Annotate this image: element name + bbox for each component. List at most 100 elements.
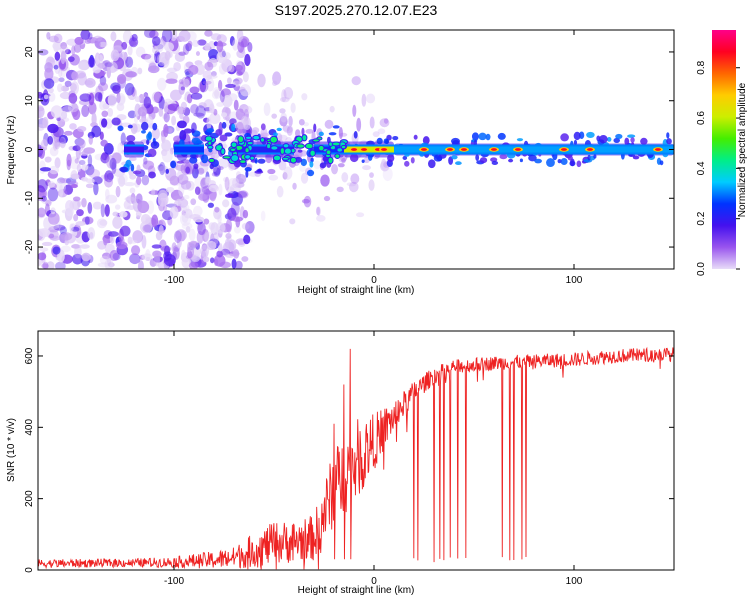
spectrogram-noise-blob	[119, 225, 131, 237]
snr-y-tick-label: 0	[24, 567, 35, 573]
spectrogram-noise-blob	[92, 201, 103, 210]
spectrogram-noise-blob	[295, 129, 301, 138]
spectrogram-noise-blob	[70, 184, 78, 189]
spectrogram-noise-blob	[145, 249, 151, 260]
snr-series-line	[38, 346, 674, 570]
spectrogram-noise-blob	[289, 218, 296, 225]
spectrogram-noise-blob	[85, 178, 95, 184]
spectrogram-noise-blob	[197, 167, 205, 175]
spectrogram-noise-blob	[175, 164, 186, 171]
spectrogram-noise-blob	[44, 156, 52, 163]
spectrogram-band-blob	[383, 138, 389, 144]
spectrogram-noise-blob	[121, 41, 128, 50]
spectrogram-noise-blob	[97, 262, 110, 268]
spectrogram-noise-blob	[38, 259, 43, 266]
spectrogram-noise-blob	[257, 73, 266, 88]
spectrogram-band-blob	[224, 132, 233, 137]
spectrogram-band-blob	[222, 155, 232, 160]
spectrogram-noise-blob	[268, 174, 279, 181]
spectrogram-noise-blob	[88, 168, 101, 179]
spectrogram-noise-blob	[204, 176, 210, 186]
spectrogram-noise-blob	[128, 37, 139, 48]
spectrogram-noise-blob	[94, 92, 103, 102]
spectrogram-noise-blob	[72, 196, 81, 202]
spectrogram-noise-blob	[279, 115, 288, 127]
spectrogram-noise-blob	[46, 261, 55, 269]
spectrogram-band-blob	[387, 154, 395, 163]
spectrogram-noise-blob	[181, 249, 186, 260]
spectrogram-noise-blob	[182, 204, 190, 212]
spectrogram-noise-blob	[40, 139, 48, 151]
spectrogram-noise-blob	[178, 51, 186, 56]
spectrogram-noise-blob	[238, 190, 249, 199]
spectrogram-band-blob	[127, 124, 133, 129]
spectrogram-noise-blob	[193, 216, 205, 223]
spectrogram-noise-blob	[235, 121, 244, 134]
spectrogram-noise-blob	[81, 252, 91, 262]
spectrogram-noise-blob	[143, 96, 152, 109]
spectrogram-band-blob	[659, 160, 664, 166]
spectrogram-noise-blob	[201, 78, 207, 86]
spectrogram-band-blob	[252, 134, 261, 141]
spectrogram-noise-blob	[341, 157, 346, 164]
spectrogram-noise-blob	[271, 113, 278, 119]
spectrogram-noise-blob	[208, 184, 220, 193]
spectrogram-noise-blob	[185, 225, 191, 233]
spectrogram-noise-blob	[52, 41, 63, 51]
spectrogram-noise-blob	[346, 182, 357, 187]
spectrogram-noise-blob	[225, 193, 234, 198]
spectrogram-noise-blob	[88, 101, 97, 115]
spectrogram-noise-blob	[58, 69, 63, 78]
spectrogram-band-hotspot-core	[461, 148, 467, 151]
spectrogram-band-blob	[237, 135, 245, 144]
spectrogram-band-blob	[528, 154, 537, 162]
spectrogram-band-blob	[491, 160, 499, 166]
spectrogram-noise-blob	[207, 202, 214, 208]
spectrogram-band-blob	[318, 144, 325, 152]
spectrogram-band-blob	[479, 157, 488, 164]
spectrogram-noise-blob	[242, 71, 249, 83]
spectrogram-noise-blob	[81, 104, 90, 118]
spectrogram-noise-blob	[361, 93, 367, 107]
spectrogram-band-blob	[282, 143, 290, 149]
spectrogram-band-blob	[534, 158, 542, 164]
spectrogram-noise-blob	[102, 252, 111, 260]
spectrogram-noise-blob	[216, 250, 223, 258]
spectrogram-band-blob	[132, 170, 142, 175]
spectrogram-band-blob	[306, 169, 315, 177]
spectrogram-band-blob	[508, 158, 514, 163]
spectrogram-noise-blob	[204, 231, 215, 244]
spectrogram-noise-blob	[141, 174, 150, 186]
spectrogram-noise-blob	[214, 89, 220, 99]
spectrogram-noise-blob	[341, 172, 349, 183]
spectrogram-noise-blob	[356, 117, 362, 132]
spectrogram-noise-blob	[167, 103, 180, 111]
spectrogram-noise-blob	[337, 163, 345, 168]
spectrogram-band-blob	[130, 163, 135, 172]
spectrogram-noise-blob	[71, 45, 76, 56]
spectrogram-band-blob	[146, 139, 150, 145]
spectrogram-noise-blob	[237, 40, 245, 53]
snr-y-ticks: 0 200 400 600	[24, 347, 674, 573]
spectrogram-noise-blob	[67, 180, 79, 187]
spectrogram-band-blob	[185, 166, 191, 174]
spectrogram-noise-blob	[202, 80, 212, 85]
spectrogram-noise-blob	[42, 116, 49, 129]
spectrogram-noise-blob	[93, 35, 103, 42]
spectrogram-noise-blob	[39, 247, 49, 252]
spectrogram-noise-blob	[143, 30, 156, 39]
snr-y-tick-label: 600	[24, 347, 35, 364]
spectrogram-noise-blob	[151, 127, 160, 140]
spectrogram-noise-blob	[180, 86, 185, 91]
spectrogram-noise-blob	[194, 176, 205, 190]
spectrogram-noise-blob	[77, 126, 87, 132]
spectrogram-noise-blob	[41, 195, 47, 202]
spectrogram-noise-blob	[331, 163, 338, 175]
spectrogram-noise-blob	[303, 122, 309, 127]
spectrogram-band-blob	[576, 160, 582, 168]
spectrogram-noise-blob	[176, 120, 187, 129]
spectrogram-band-blob	[207, 144, 214, 150]
spectrogram-noise-blob	[79, 93, 92, 102]
spectrogram-noise-blob	[148, 171, 156, 179]
spectrogram-noise-blob	[124, 196, 136, 202]
